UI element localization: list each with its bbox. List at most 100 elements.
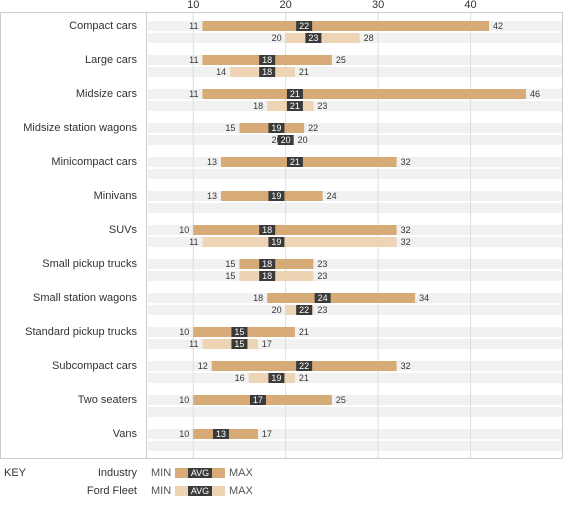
x-tick-label: 10 — [187, 0, 199, 11]
min-label: 11 — [189, 55, 198, 65]
avg-box — [268, 191, 285, 201]
range-bar — [202, 89, 527, 99]
avg-label: 18 — [262, 225, 272, 235]
max-label: 32 — [401, 157, 411, 167]
range-bar — [220, 157, 397, 167]
row-stripe — [148, 395, 562, 405]
category-label: Two seaters — [78, 394, 138, 406]
avg-label: 18 — [262, 271, 272, 281]
max-label: 21 — [299, 327, 309, 337]
avg-box — [268, 123, 285, 133]
row-stripe — [148, 135, 562, 145]
category-label: Compact cars — [69, 20, 137, 32]
row-stripe — [148, 441, 562, 451]
row-stripe — [148, 169, 562, 179]
max-label: 24 — [327, 191, 337, 201]
max-label: 22 — [308, 123, 318, 133]
row-stripe — [148, 259, 562, 269]
key-min: MIN — [151, 485, 171, 497]
max-label: 23 — [317, 259, 327, 269]
avg-box — [259, 271, 276, 281]
avg-box — [314, 293, 331, 303]
range-bar — [202, 339, 258, 349]
min-label: 10 — [179, 225, 189, 235]
range-bar — [202, 21, 490, 31]
x-tick-label: 30 — [372, 0, 384, 11]
range-bar — [239, 259, 314, 269]
category-label: Midsize station wagons — [23, 122, 137, 134]
avg-label: 22 — [299, 361, 309, 371]
legend-label: Industry — [98, 467, 138, 479]
avg-label: 22 — [299, 21, 309, 31]
avg-label: 19 — [271, 191, 281, 201]
key-max: MAX — [229, 467, 254, 479]
avg-box — [286, 157, 303, 167]
category-label: Standard pickup trucks — [25, 326, 137, 338]
max-label: 28 — [364, 33, 374, 43]
row-stripe — [148, 305, 562, 315]
category-label: Subcompact cars — [52, 360, 137, 372]
min-label: 14 — [216, 67, 226, 77]
avg-box — [286, 101, 303, 111]
range-bar — [193, 225, 397, 235]
avg-label: 21 — [290, 101, 300, 111]
avg-label: 19 — [271, 123, 281, 133]
row-stripe — [148, 373, 562, 383]
min-label: 11 — [189, 89, 198, 99]
row-stripe — [148, 339, 562, 349]
min-label: 12 — [198, 361, 208, 371]
category-label: Minicompact cars — [51, 156, 137, 168]
max-label: 20 — [298, 135, 308, 145]
min-label: 15 — [225, 271, 235, 281]
min-label: 20 — [272, 33, 282, 43]
range-bar — [239, 271, 314, 281]
min-label: 13 — [207, 191, 217, 201]
max-label: 32 — [401, 361, 411, 371]
max-label: 17 — [262, 429, 272, 439]
category-label: Small pickup trucks — [42, 258, 137, 270]
min-label: 11 — [189, 21, 198, 31]
avg-box — [259, 55, 276, 65]
plot-frame — [146, 12, 563, 459]
row-stripe — [148, 101, 562, 111]
row-stripe — [148, 327, 562, 337]
min-label: 20 — [272, 305, 282, 315]
avg-box — [296, 21, 313, 31]
category-label: Small station wagons — [33, 292, 137, 304]
max-label: 42 — [493, 21, 503, 31]
row-stripe — [148, 123, 562, 133]
min-label: 10 — [179, 327, 189, 337]
avg-box — [268, 373, 285, 383]
min-label: 13 — [207, 157, 217, 167]
key-title: KEY — [4, 467, 27, 479]
avg-box — [231, 339, 248, 349]
avg-label: 20 — [281, 135, 291, 145]
category-label: Large cars — [85, 54, 137, 66]
avg-box — [286, 89, 303, 99]
avg-box — [296, 361, 313, 371]
avg-label: 18 — [262, 67, 272, 77]
avg-box — [259, 225, 276, 235]
avg-label: 18 — [262, 259, 272, 269]
avg-label: 21 — [290, 89, 300, 99]
category-label: Minivans — [94, 190, 138, 202]
min-label: 15 — [225, 123, 235, 133]
avg-label: 23 — [308, 33, 318, 43]
min-label: 10 — [179, 429, 189, 439]
key-avg: AVG — [191, 486, 209, 496]
key-max: MAX — [229, 485, 254, 497]
min-label: 20 — [272, 135, 282, 145]
category-label: Vans — [113, 428, 138, 440]
row-stripe — [148, 67, 562, 77]
avg-label: 15 — [234, 327, 244, 337]
max-label: 21 — [299, 67, 309, 77]
min-label: 10 — [179, 395, 189, 405]
avg-box — [268, 237, 285, 247]
category-label: SUVs — [109, 224, 138, 236]
range-bar — [202, 237, 397, 247]
avg-box — [249, 395, 266, 405]
max-label: 23 — [317, 305, 327, 315]
min-label: 11 — [189, 339, 198, 349]
avg-box — [231, 327, 248, 337]
avg-label: 17 — [253, 395, 263, 405]
